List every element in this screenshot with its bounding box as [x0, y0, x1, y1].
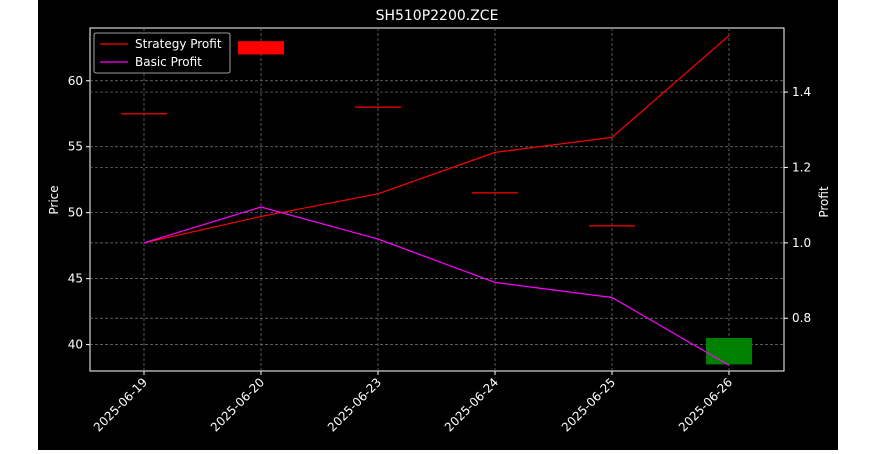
- grid-layer: [90, 28, 784, 371]
- legend-label-basic: Basic Profit: [135, 55, 202, 69]
- candle-layer: [121, 41, 752, 365]
- legend-box: [93, 32, 231, 74]
- x-tick-label: 2025-06-20: [208, 375, 267, 434]
- x-tick-label: 2025-06-25: [559, 375, 618, 434]
- x-tick-label: 2025-06-19: [91, 375, 150, 434]
- y-tick-label-left: 45: [68, 272, 83, 286]
- plot-area: [89, 27, 785, 372]
- y-tick-label-right: 1.2: [792, 160, 811, 174]
- candle-body: [238, 41, 284, 55]
- series-line: [143, 35, 730, 244]
- x-tick-label: 2025-06-26: [676, 375, 735, 434]
- y-tick-label-left: 60: [68, 74, 83, 88]
- y-axis-right-label: Profit: [817, 186, 831, 218]
- chart-title: SH510P2200.ZCE: [376, 8, 499, 24]
- legend: Strategy Profit Basic Profit: [93, 32, 231, 74]
- y-tick-label-right: 1.0: [792, 236, 811, 250]
- y-tick-label-right: 1.4: [792, 85, 811, 99]
- chart-figure: 2025-06-19 2025-06-20 2025-06-23 2025-06-24…: [38, 0, 838, 450]
- y-tick-label-right: 0.8: [792, 311, 811, 325]
- candle-body: [706, 338, 752, 365]
- series-layer: [143, 35, 730, 366]
- x-tick-label: 2025-06-24: [442, 375, 501, 434]
- y-tick-label-left: 55: [68, 140, 83, 154]
- y-axis-left-label: Price: [47, 185, 61, 214]
- chart-svg: 2025-06-19 2025-06-20 2025-06-23 2025-06-24…: [47, 8, 831, 434]
- y-tick-label-left: 50: [68, 206, 83, 220]
- legend-label-strategy: Strategy Profit: [135, 37, 222, 51]
- series-line: [143, 206, 730, 366]
- y-tick-label-left: 40: [68, 338, 83, 352]
- x-tick-label: 2025-06-23: [325, 375, 384, 434]
